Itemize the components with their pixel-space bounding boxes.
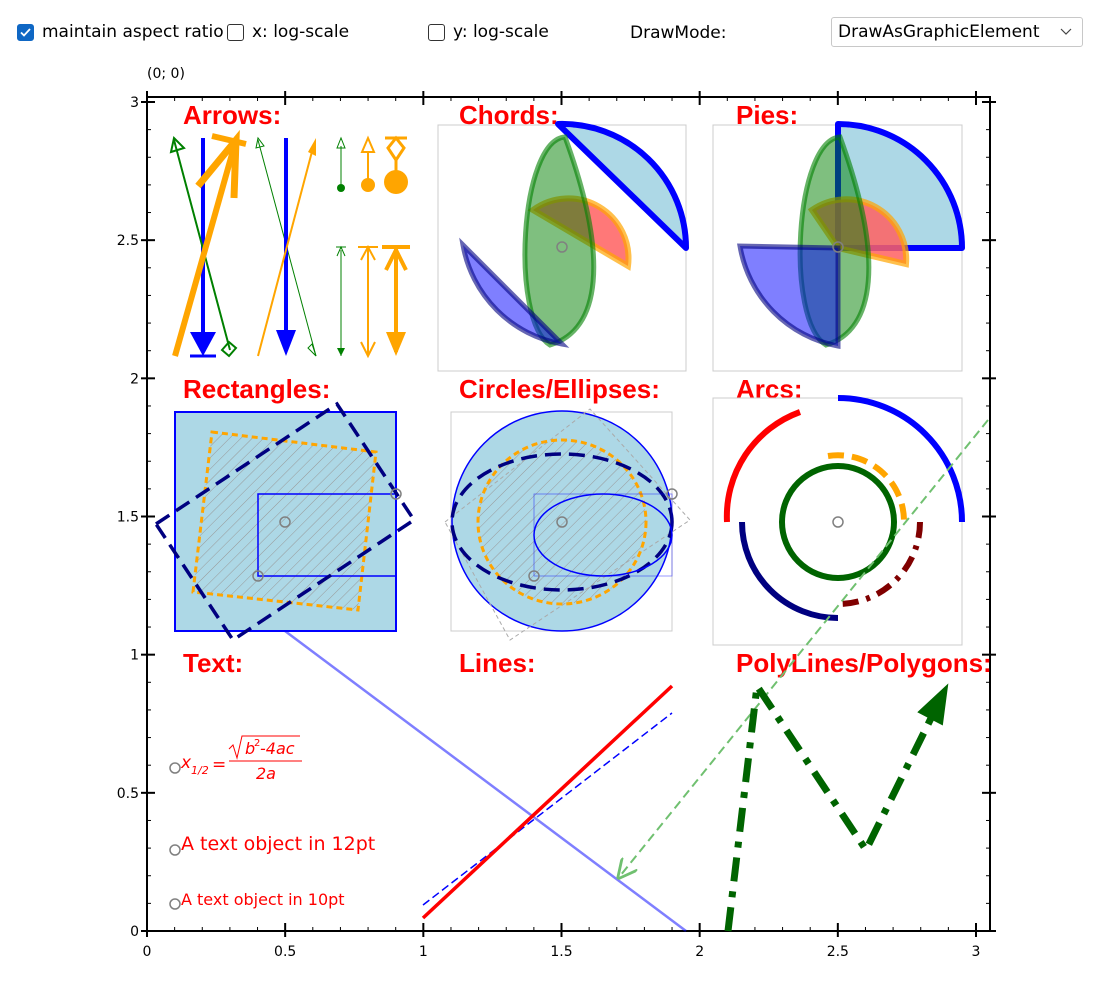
x-tick-label: 3 xyxy=(972,944,981,960)
formula-num: b xyxy=(245,739,255,758)
x-tick-label: 0.5 xyxy=(274,944,296,960)
title-circles: Circles/Ellipses: xyxy=(459,374,660,404)
pies-group xyxy=(712,121,965,372)
text-12pt: A text object in 12pt xyxy=(181,833,375,855)
text-10pt: A text object in 10pt xyxy=(181,890,345,909)
maintain-aspect-checkbox[interactable]: maintain aspect ratio xyxy=(17,22,224,42)
formula-x: x xyxy=(180,753,192,773)
title-text: Text: xyxy=(183,648,243,678)
drawmode-value: DrawAsGraphicElement xyxy=(838,22,1040,42)
y-axis xyxy=(141,101,996,932)
text-group: x 1/2 = b 2 -4ac 2a A text object in 12p… xyxy=(169,735,375,910)
y-tick-label: 3 xyxy=(130,95,139,111)
polylines-group xyxy=(620,419,989,932)
y-log-label: y: log-scale xyxy=(453,22,549,42)
y-tick-label: 1.5 xyxy=(117,510,139,526)
formula-sub: 1/2 xyxy=(191,764,209,777)
y-tick-label: 0 xyxy=(130,924,139,940)
chevron-down-icon xyxy=(1060,28,1072,35)
title-rectangles: Rectangles: xyxy=(183,374,330,404)
tick-labels: 0 0.5 1 1.5 2 2.5 3 0 0.5 1 1.5 2 2.5 3 xyxy=(117,95,981,960)
y-tick-label: 0.5 xyxy=(117,786,139,802)
formula-eq: = xyxy=(212,755,226,775)
rectangles-group xyxy=(153,401,417,643)
x-log-checkbox[interactable]: x: log-scale xyxy=(227,22,349,42)
checkbox-unchecked-icon[interactable] xyxy=(428,23,445,41)
origin-label: (0; 0) xyxy=(147,66,185,82)
x-tick-label: 1 xyxy=(419,944,428,960)
checkbox-unchecked-icon[interactable] xyxy=(227,23,244,41)
title-arrows: Arrows: xyxy=(183,100,281,130)
arrows-group xyxy=(169,129,410,359)
y-tick-label: 2 xyxy=(130,371,139,387)
plot-frame xyxy=(146,96,991,932)
arcs-group xyxy=(712,395,965,646)
circles-group xyxy=(444,408,691,641)
drawmode-label: DrawMode: xyxy=(630,23,727,43)
maintain-aspect-label: maintain aspect ratio xyxy=(42,22,224,42)
formula-sup: 2 xyxy=(254,738,260,749)
formula-rest: -4ac xyxy=(260,739,295,758)
toolbar: maintain aspect ratio x: log-scale y: lo… xyxy=(0,0,1100,64)
x-tick-label: 2.5 xyxy=(827,944,849,960)
y-log-checkbox[interactable]: y: log-scale xyxy=(428,22,549,42)
formula-den: 2a xyxy=(256,764,276,783)
checkbox-checked-icon[interactable] xyxy=(17,23,34,41)
y-tick-label: 1 xyxy=(130,648,139,664)
drawmode-select[interactable]: DrawAsGraphicElement xyxy=(831,17,1083,47)
y-tick-label: 2.5 xyxy=(117,233,139,249)
x-tick-label: 1.5 xyxy=(550,944,572,960)
x-log-label: x: log-scale xyxy=(252,22,350,42)
chords-group xyxy=(437,120,689,372)
x-tick-label: 2 xyxy=(695,944,704,960)
title-arcs: Arcs: xyxy=(736,374,802,404)
title-lines: Lines: xyxy=(459,648,536,678)
x-tick-label: 0 xyxy=(143,944,152,960)
title-polylines: PolyLines/Polygons: xyxy=(736,648,992,678)
